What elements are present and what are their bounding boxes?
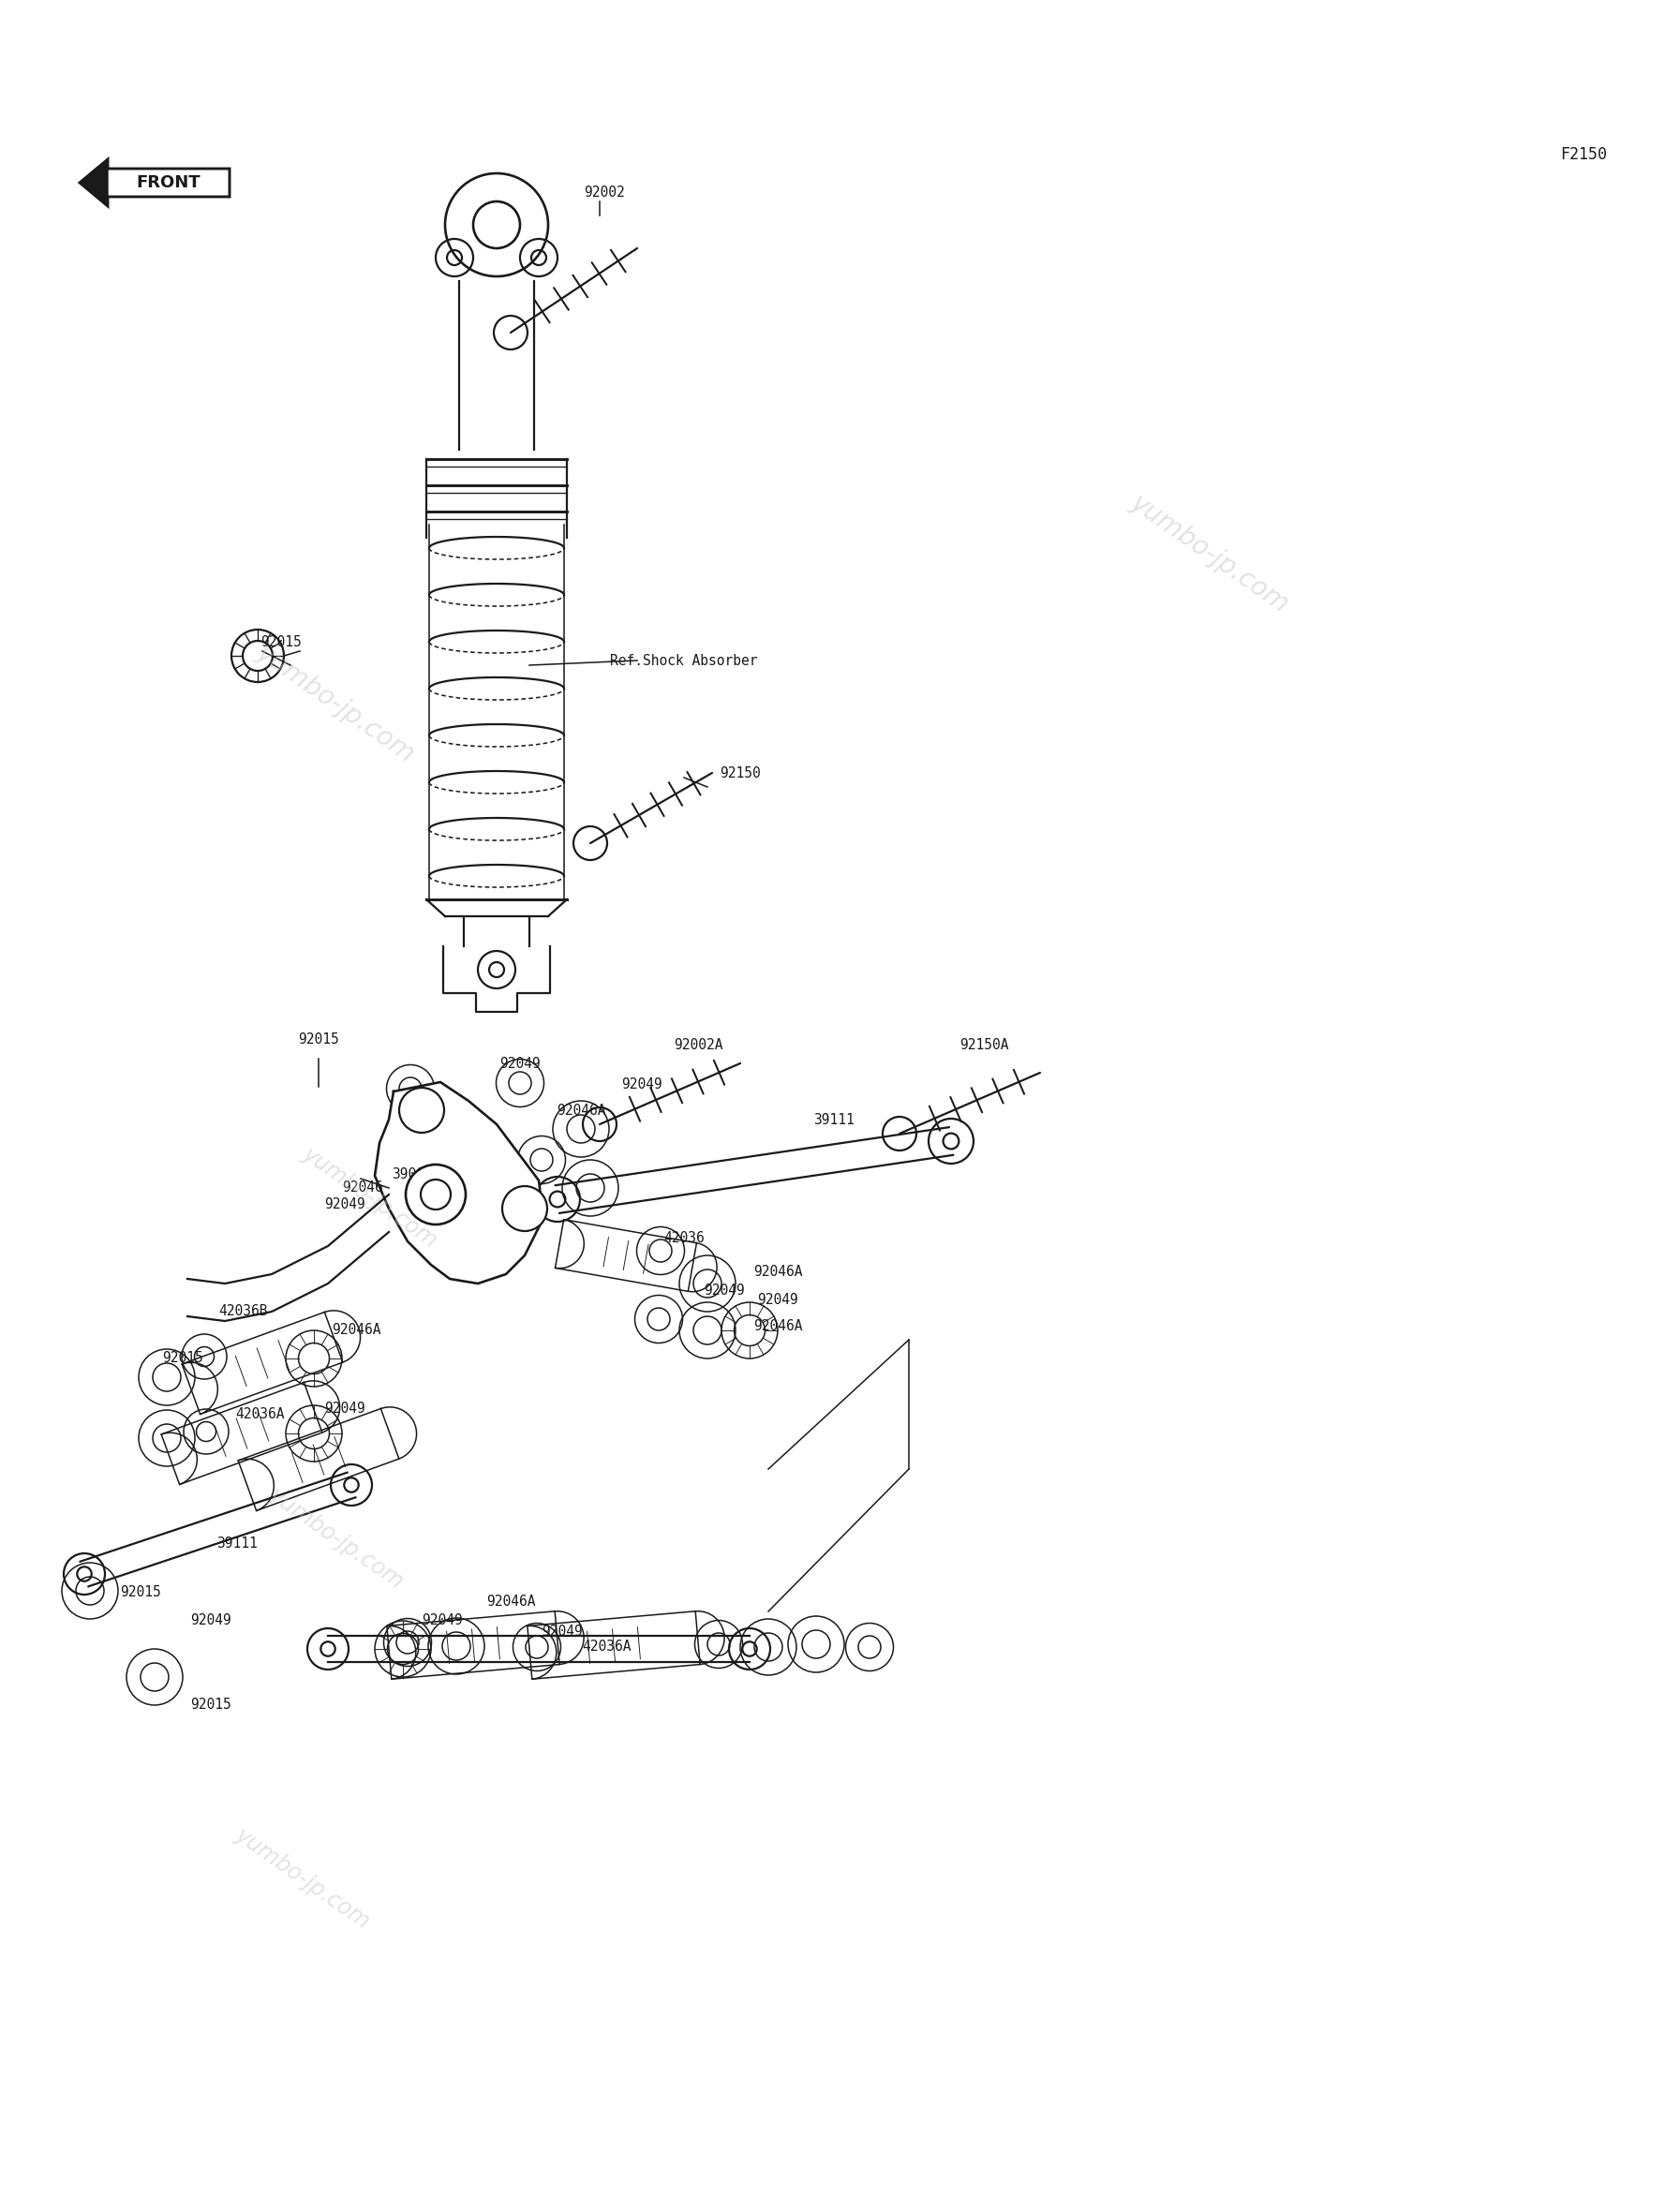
Text: 92049: 92049 bbox=[422, 1615, 462, 1628]
Text: 92015: 92015 bbox=[260, 635, 302, 648]
Text: 92049: 92049 bbox=[499, 1057, 541, 1070]
Text: 92049: 92049 bbox=[190, 1615, 232, 1628]
Text: 42036A: 42036A bbox=[583, 1639, 632, 1654]
Text: Ref.Shock Absorber: Ref.Shock Absorber bbox=[610, 653, 758, 668]
Text: 39111: 39111 bbox=[813, 1112, 855, 1127]
Text: 92049: 92049 bbox=[541, 1626, 583, 1639]
Text: yumbo-jp.com: yumbo-jp.com bbox=[252, 639, 420, 767]
Text: 92002: 92002 bbox=[585, 185, 625, 200]
Text: yumbo-jp.com: yumbo-jp.com bbox=[264, 1483, 408, 1593]
Text: 92002A: 92002A bbox=[674, 1037, 722, 1052]
Text: 92015: 92015 bbox=[163, 1351, 203, 1367]
Text: 92049: 92049 bbox=[622, 1077, 662, 1092]
Text: 92015: 92015 bbox=[119, 1586, 161, 1599]
Text: 92046A: 92046A bbox=[753, 1318, 803, 1334]
Text: 92015: 92015 bbox=[190, 1698, 232, 1711]
Text: FRONT: FRONT bbox=[136, 174, 202, 191]
Circle shape bbox=[400, 1088, 444, 1134]
Text: 42036: 42036 bbox=[664, 1233, 704, 1246]
Polygon shape bbox=[79, 158, 108, 207]
Text: 92150A: 92150A bbox=[959, 1037, 1008, 1052]
Polygon shape bbox=[375, 1083, 543, 1283]
Text: 92046: 92046 bbox=[343, 1180, 383, 1193]
Text: 92049: 92049 bbox=[324, 1197, 365, 1211]
Text: yumbo-jp.com: yumbo-jp.com bbox=[297, 1142, 442, 1252]
Text: 42036B: 42036B bbox=[218, 1305, 269, 1318]
Text: 92046A: 92046A bbox=[753, 1265, 803, 1279]
Text: 39111: 39111 bbox=[217, 1538, 257, 1551]
Text: 92049: 92049 bbox=[758, 1294, 798, 1307]
Text: 92046A: 92046A bbox=[331, 1323, 381, 1338]
Polygon shape bbox=[79, 158, 230, 207]
Text: 92046A: 92046A bbox=[556, 1103, 605, 1118]
Text: 92015: 92015 bbox=[297, 1033, 339, 1048]
Text: 92150: 92150 bbox=[719, 767, 761, 780]
Circle shape bbox=[502, 1186, 548, 1230]
Text: 92046A: 92046A bbox=[486, 1595, 536, 1608]
Text: F2150: F2150 bbox=[1561, 147, 1606, 163]
Text: yumbo-jp.com: yumbo-jp.com bbox=[1126, 490, 1294, 617]
Text: 92049: 92049 bbox=[324, 1402, 365, 1415]
Text: 39007: 39007 bbox=[391, 1167, 433, 1182]
Circle shape bbox=[405, 1164, 465, 1224]
Text: 42036A: 42036A bbox=[235, 1408, 286, 1421]
Text: 92049: 92049 bbox=[704, 1283, 744, 1298]
Text: yumbo-jp.com: yumbo-jp.com bbox=[230, 1824, 375, 1933]
